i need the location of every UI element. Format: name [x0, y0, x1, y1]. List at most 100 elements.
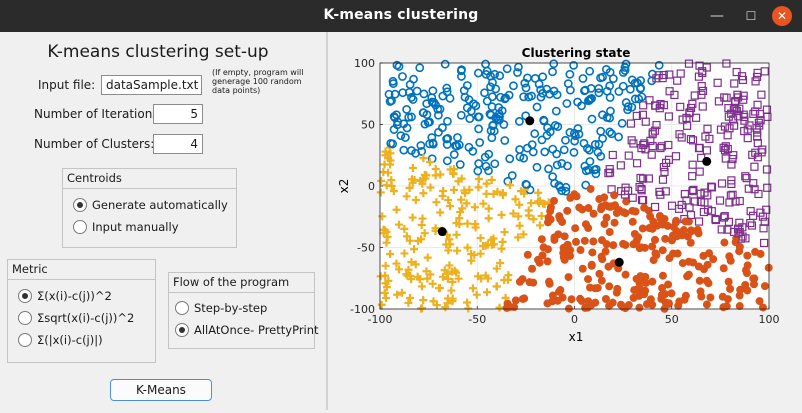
- cluster-point-purple: [688, 136, 698, 145]
- centroids-option-auto[interactable]: Generate automatically: [73, 197, 228, 213]
- cluster-point-orange: [545, 279, 554, 288]
- radio-icon[interactable]: [175, 323, 189, 337]
- cluster-point-orange: [646, 212, 655, 221]
- cluster-point-purple: [758, 212, 767, 221]
- cluster-point-yellow: [497, 210, 506, 219]
- option-label: Σsqrt(x(i)-c(j))^2: [37, 311, 135, 325]
- cluster-point-blue: [605, 113, 615, 123]
- cluster-point-blue: [392, 110, 401, 120]
- cluster-point-purple: [680, 190, 689, 199]
- cluster-point-orange: [749, 280, 758, 289]
- radio-icon[interactable]: [73, 220, 87, 234]
- cluster-point-blue: [530, 129, 540, 139]
- cluster-point-orange: [641, 286, 650, 295]
- cluster-point-purple: [624, 151, 633, 160]
- cluster-point-purple: [719, 213, 729, 222]
- cluster-point-orange: [719, 303, 728, 312]
- cluster-point-yellow: [457, 195, 466, 204]
- flow-option-allatonce[interactable]: AllAtOnce- PrettyPrint: [175, 322, 319, 338]
- cluster-point-blue: [540, 147, 550, 157]
- input-file-field[interactable]: dataSample.txt: [101, 75, 202, 95]
- cluster-point-yellow: [392, 259, 401, 268]
- cluster-point-orange: [621, 240, 630, 249]
- cluster-point-purple: [723, 131, 732, 140]
- cluster-point-yellow: [509, 209, 518, 218]
- cluster-point-yellow: [382, 283, 391, 292]
- cluster-point-orange: [661, 298, 670, 307]
- cluster-point-yellow: [405, 183, 414, 192]
- cluster-point-blue: [513, 68, 522, 77]
- flow-option-step[interactable]: Step-by-step: [175, 300, 267, 316]
- cluster-point-blue: [459, 86, 469, 95]
- cluster-point-yellow: [379, 168, 388, 177]
- cluster-point-purple: [724, 217, 734, 226]
- cluster-point-purple: [754, 118, 763, 127]
- cluster-point-orange: [735, 242, 744, 251]
- centroids-option-manual[interactable]: Input manually: [73, 219, 179, 235]
- cluster-point-yellow: [463, 219, 472, 228]
- cluster-point-blue: [584, 145, 594, 155]
- cluster-point-purple: [688, 160, 697, 169]
- cluster-point-purple: [632, 159, 642, 168]
- cluster-point-blue: [605, 127, 615, 137]
- cluster-point-purple: [636, 173, 645, 183]
- maximize-icon[interactable]: ☐: [745, 9, 757, 23]
- cluster-point-blue: [386, 138, 396, 148]
- cluster-point-purple: [674, 204, 684, 213]
- iterations-field[interactable]: 5: [153, 104, 203, 124]
- cluster-point-yellow: [426, 270, 435, 279]
- cluster-point-yellow: [444, 246, 453, 255]
- radio-icon[interactable]: [175, 301, 189, 315]
- cluster-point-purple: [677, 133, 686, 142]
- cluster-point-blue: [585, 66, 595, 76]
- cluster-point-purple: [700, 188, 709, 197]
- radio-icon[interactable]: [18, 289, 32, 303]
- cluster-point-orange: [652, 251, 661, 260]
- metric-option-1[interactable]: Σ(x(i)-c(j))^2: [18, 288, 112, 304]
- cluster-point-purple: [716, 125, 726, 134]
- cluster-point-blue: [532, 162, 542, 172]
- panel-divider[interactable]: [326, 32, 328, 410]
- cluster-point-yellow: [407, 258, 416, 267]
- cluster-point-orange: [610, 191, 619, 200]
- clusters-field[interactable]: 4: [153, 134, 203, 154]
- metric-title: Metric: [12, 262, 48, 276]
- cluster-point-orange: [697, 292, 706, 301]
- cluster-point-purple: [730, 79, 739, 88]
- cluster-point-purple: [717, 179, 727, 188]
- cluster-point-purple: [707, 207, 716, 216]
- cluster-point-blue: [408, 95, 418, 104]
- cluster-point-orange: [699, 251, 708, 260]
- close-icon[interactable]: ✕: [772, 6, 792, 26]
- cluster-point-yellow: [395, 265, 404, 274]
- cluster-point-blue: [554, 181, 564, 190]
- cluster-point-blue: [620, 66, 630, 75]
- metric-option-2[interactable]: Σsqrt(x(i)-c(j))^2: [18, 310, 134, 326]
- radio-icon[interactable]: [73, 198, 87, 212]
- cluster-point-blue: [534, 79, 544, 89]
- cluster-point-orange: [658, 271, 667, 280]
- kmeans-button[interactable]: K-Means: [110, 379, 212, 401]
- cluster-point-blue: [482, 96, 492, 106]
- metric-option-3[interactable]: Σ(|x(i)-c(j)|): [18, 332, 103, 348]
- cluster-point-orange: [575, 203, 584, 212]
- radio-icon[interactable]: [18, 333, 32, 347]
- cluster-point-purple: [651, 101, 660, 110]
- cluster-point-blue: [469, 99, 478, 109]
- cluster-point-blue: [573, 124, 583, 133]
- option-label: Step-by-step: [194, 301, 268, 315]
- radio-icon[interactable]: [18, 311, 32, 325]
- x-tick-label: -50: [468, 313, 486, 326]
- cluster-point-yellow: [444, 196, 453, 205]
- cluster-point-purple: [735, 104, 744, 113]
- cluster-point-purple: [688, 172, 697, 181]
- cluster-point-yellow: [431, 164, 440, 173]
- cluster-point-orange: [601, 294, 610, 303]
- cluster-point-orange: [602, 240, 611, 249]
- cluster-point-purple: [629, 139, 638, 148]
- minimize-icon[interactable]: —: [710, 8, 724, 24]
- cluster-point-purple: [644, 174, 653, 183]
- cluster-point-yellow: [492, 264, 501, 273]
- cluster-point-orange: [648, 277, 657, 286]
- cluster-point-yellow: [382, 227, 391, 236]
